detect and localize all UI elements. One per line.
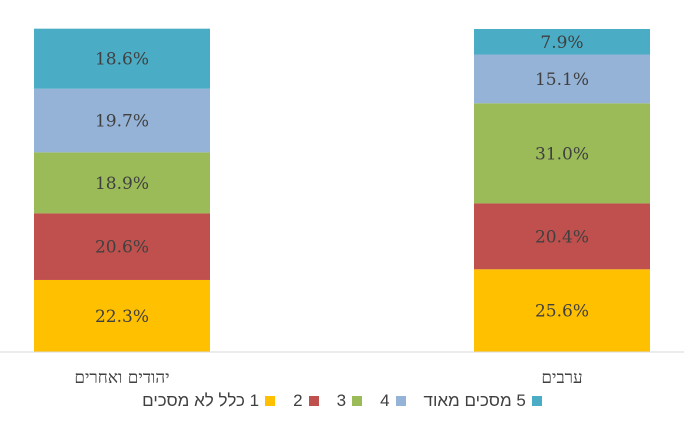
data-label-1-5: 18.6% (95, 50, 149, 70)
legend-label: 5 מסכים מאוד (423, 391, 526, 410)
legend-swatch (352, 396, 363, 406)
data-label-2-5: 7.9% (540, 33, 583, 53)
data-label-2-2: 20.4% (535, 227, 589, 247)
data-label-2-3: 31.0% (535, 144, 589, 164)
data-label-2-1: 25.6% (535, 302, 589, 322)
bar-segment-1-1 (34, 279, 210, 352)
bar-segment-1-3 (34, 152, 210, 214)
legend-item-2: 2 (293, 391, 319, 411)
legend-swatch (308, 396, 319, 406)
legend-label: 2 (293, 391, 303, 410)
legend-item-4: 4 (380, 391, 406, 411)
bar-segment-1-2 (34, 213, 210, 280)
legend-item-1: 1 כלל לא מסכים (142, 391, 276, 411)
legend: 1 כלל לא מסכים 2 3 4 5 מסכים מאוד (0, 390, 684, 412)
data-label-1-1: 22.3% (95, 307, 149, 327)
legend-swatch (395, 396, 406, 406)
category-label-1: יהודים ואחרים (74, 368, 169, 388)
data-label-1-3: 18.9% (95, 174, 149, 194)
bars-group: 22.3% 20.6% 18.9% 19.7% 18.6% 25.6% 20.4% 31.0%… (34, 28, 650, 352)
data-label-1-4: 19.7% (95, 112, 149, 132)
legend-item-5: 5 מסכים מאוד (424, 391, 542, 411)
category-label-2: ערבים (541, 368, 582, 388)
bar-segment-2-4 (474, 54, 650, 104)
bar-segment-2-1 (474, 269, 650, 352)
data-label-2-4: 15.1% (535, 70, 589, 90)
category-labels: יהודים ואחרים ערבים (74, 368, 582, 388)
legend-item-3: 3 (336, 391, 363, 411)
legend-swatch (531, 396, 542, 406)
legend-label: 3 (336, 391, 347, 410)
legend-label: 4 (380, 391, 390, 410)
bar-segment-1-4 (34, 88, 210, 153)
data-label-1-2: 20.6% (95, 238, 149, 258)
bar-segment-1-5 (34, 28, 210, 89)
legend-swatch (265, 396, 276, 406)
bar-segment-2-3 (474, 103, 650, 204)
bar-segment-2-5 (474, 29, 650, 55)
bar-segment-2-2 (474, 203, 650, 270)
legend-label: 1 כלל לא מסכים (142, 391, 260, 410)
